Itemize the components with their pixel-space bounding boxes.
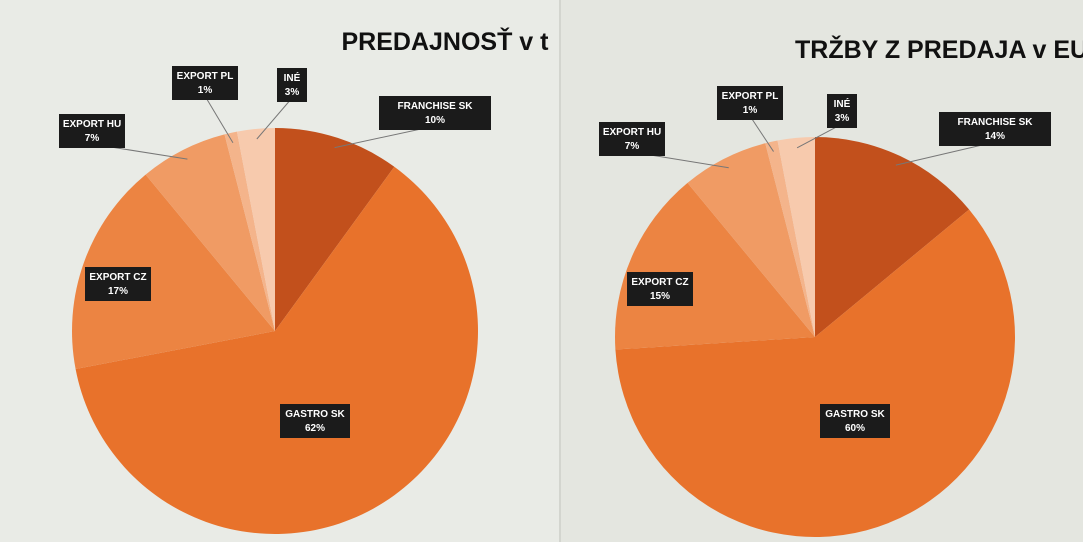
label-box	[627, 272, 693, 306]
leader-line	[204, 95, 234, 144]
category-label: EXPORT HU	[603, 127, 661, 138]
label-box	[379, 96, 491, 130]
value-label: 1%	[743, 105, 758, 116]
value-label: 17%	[108, 286, 128, 297]
pie-slice	[765, 140, 815, 337]
pie-slice	[224, 131, 275, 331]
pie-slice	[75, 166, 479, 535]
category-label: INÉ	[834, 97, 851, 110]
value-label: 7%	[625, 141, 640, 152]
label-box	[599, 122, 665, 156]
pie-slice	[236, 128, 275, 331]
category-label: EXPORT CZ	[631, 277, 688, 288]
value-label: 60%	[845, 423, 865, 434]
label-box	[827, 94, 857, 128]
value-label: 15%	[650, 291, 670, 302]
chart-title: PREDAJNOSŤ v t	[342, 26, 550, 56]
category-label: FRANCHISE SK	[397, 101, 473, 112]
label-box	[85, 267, 151, 301]
pie-slice	[687, 143, 815, 337]
pie-slice	[777, 137, 815, 337]
pie-slice	[72, 174, 275, 370]
value-label: 7%	[85, 133, 100, 144]
category-label: GASTRO SK	[825, 409, 885, 420]
value-label: 3%	[285, 87, 300, 98]
pie-slice	[815, 137, 970, 337]
value-label: 10%	[425, 115, 445, 126]
label-box	[277, 68, 307, 102]
chart-title: TRŽBY Z PREDAJA v EUR	[795, 34, 1083, 64]
pie-slice	[615, 209, 1015, 537]
label-box	[59, 114, 125, 148]
label-box	[717, 86, 783, 120]
value-label: 62%	[305, 423, 325, 434]
label-box	[820, 404, 890, 438]
category-label: EXPORT HU	[63, 119, 121, 130]
category-label: EXPORT PL	[722, 91, 779, 102]
pie-slice	[275, 128, 395, 331]
category-label: EXPORT CZ	[89, 272, 146, 283]
label-box	[172, 66, 238, 100]
category-label: GASTRO SK	[285, 409, 345, 420]
value-label: 1%	[198, 85, 213, 96]
value-label: 14%	[985, 131, 1005, 142]
label-box	[939, 112, 1051, 146]
leader-line	[749, 115, 774, 152]
leader-line	[256, 97, 293, 140]
category-label: EXPORT PL	[177, 71, 234, 82]
pie-slice	[145, 134, 275, 331]
value-label: 3%	[835, 113, 850, 124]
label-box	[280, 404, 350, 438]
category-label: FRANCHISE SK	[957, 117, 1033, 128]
pie-slice	[615, 182, 815, 350]
category-label: INÉ	[284, 71, 301, 84]
